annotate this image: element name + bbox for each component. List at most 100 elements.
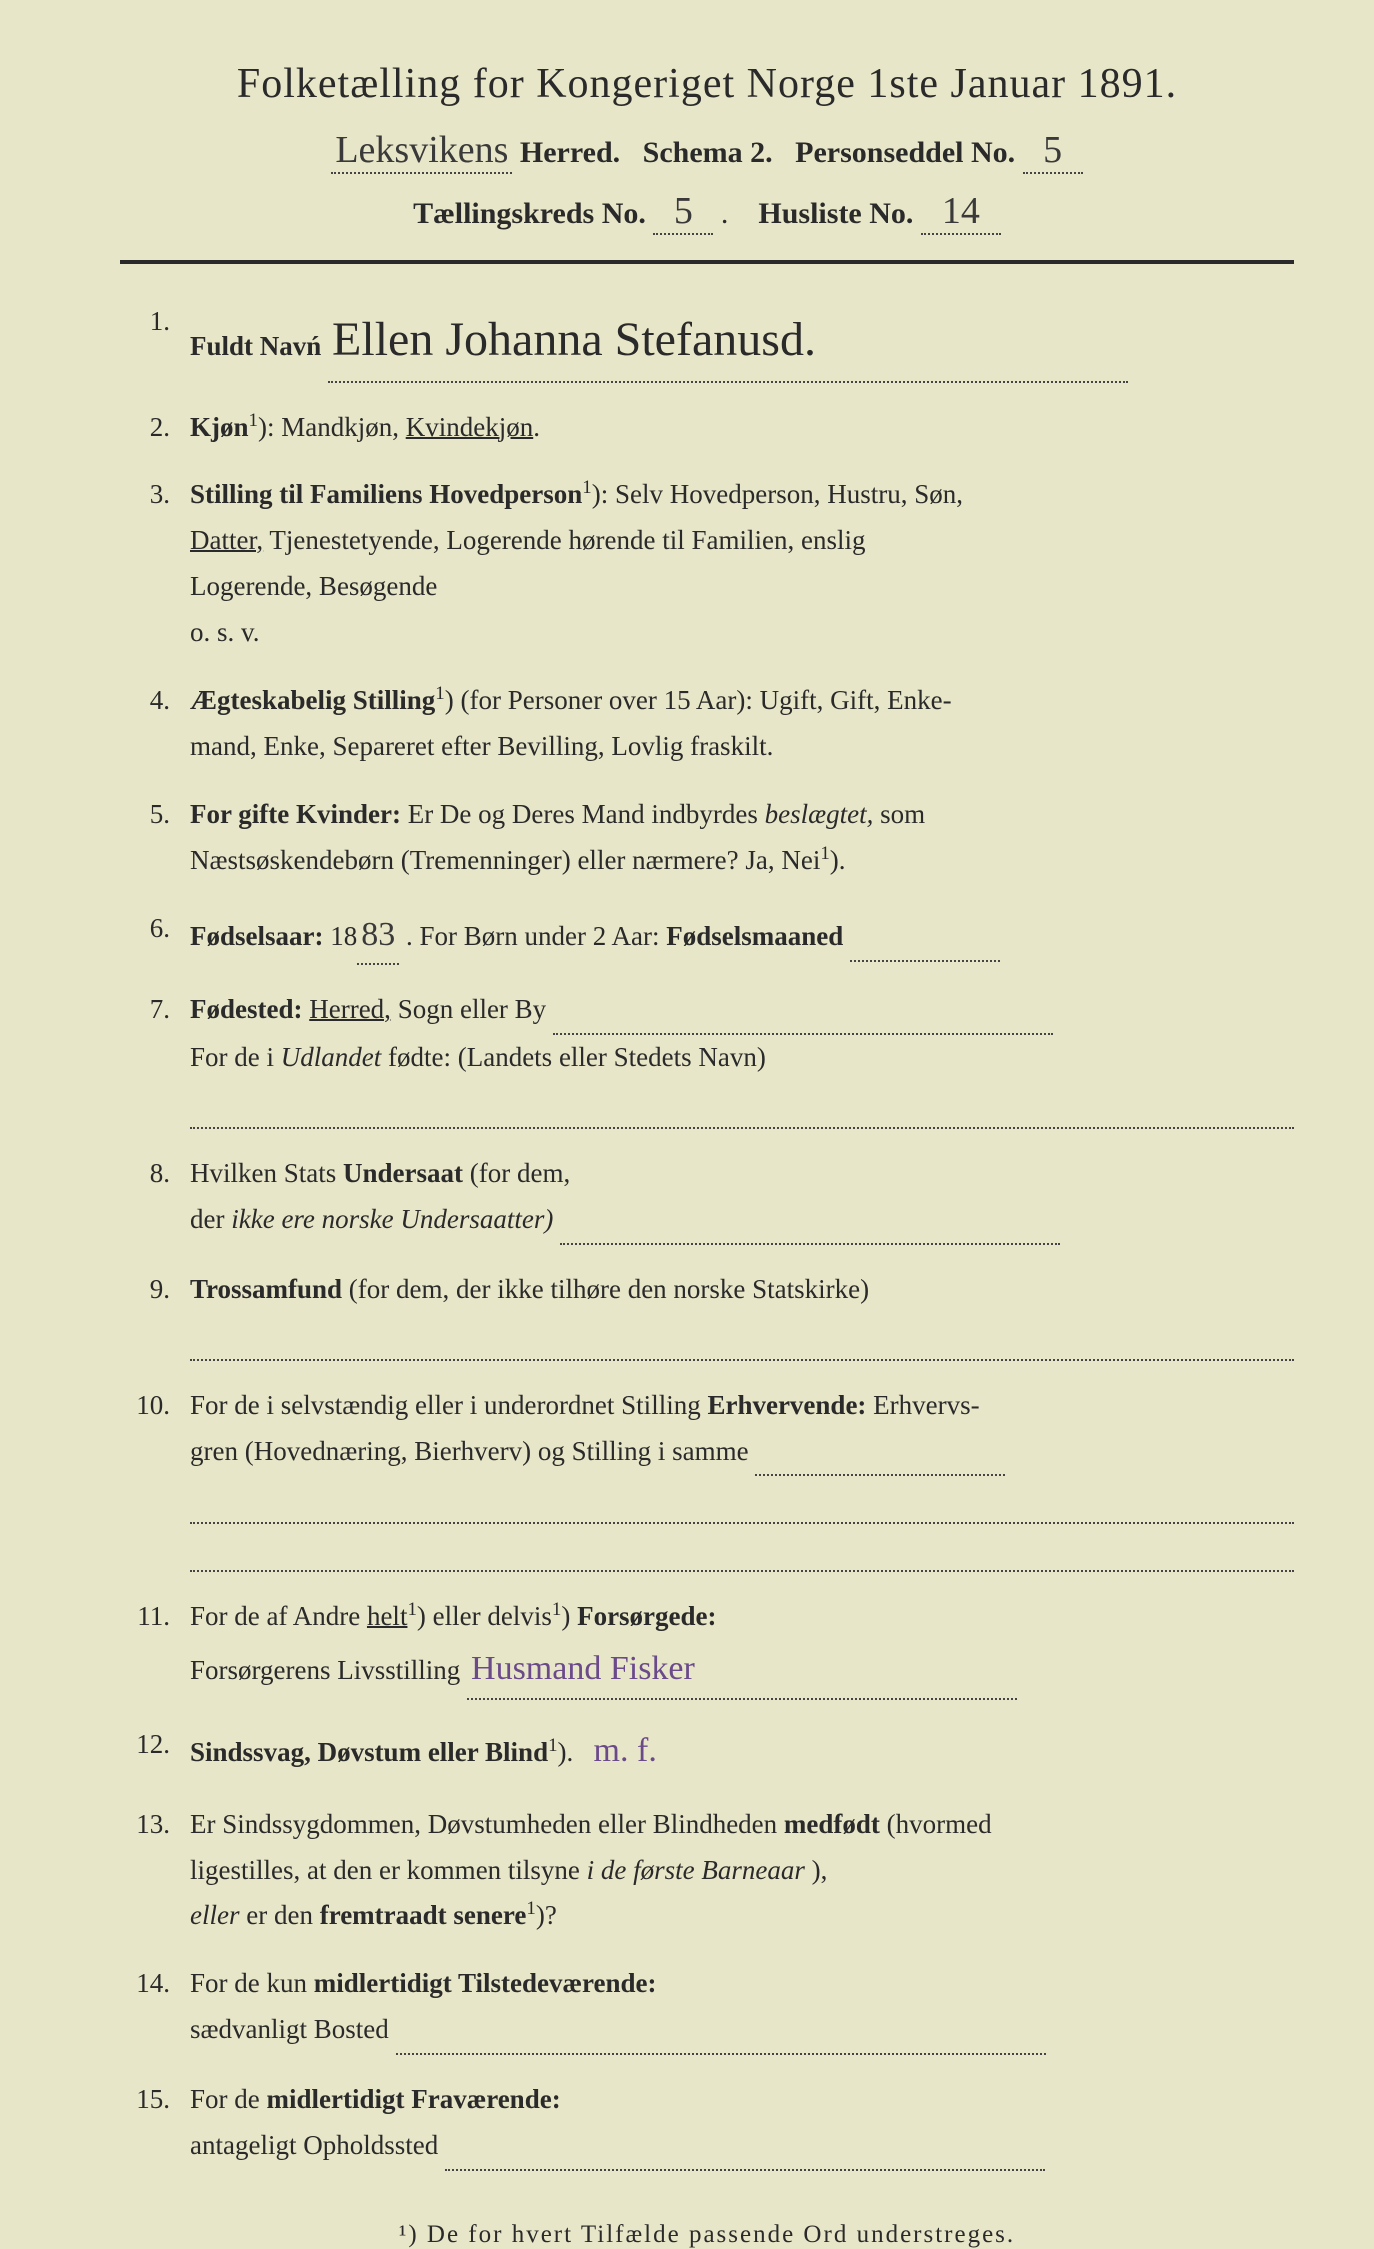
item-3-label: Stilling til Familiens Hovedperson — [190, 479, 582, 509]
footnote: ¹) De for hvert Tilfælde passende Ord un… — [120, 2221, 1294, 2249]
item-4-label: Ægteskabelig Stilling — [190, 685, 435, 715]
item-5-num: 5. — [120, 792, 190, 884]
item-9: 9. Trossamfund (for dem, der ikke tilhør… — [120, 1267, 1294, 1361]
item-11-line1a: For de af Andre — [190, 1601, 367, 1631]
item-11-line1b: eller delvis — [433, 1601, 552, 1631]
item-3-line1: Selv Hovedperson, Hustru, Søn, — [615, 479, 963, 509]
item-12-num: 12. — [120, 1722, 190, 1780]
item-6-num: 6. — [120, 906, 190, 966]
item-15-line2: antageligt Opholdssted — [190, 2130, 438, 2160]
item-6-bold2: Fødselsmaaned — [666, 921, 843, 951]
item-2-num: 2. — [120, 405, 190, 451]
item-10-line2: gren (Hovednæring, Bierhverv) og Stillin… — [190, 1436, 749, 1466]
item-3-num: 3. — [120, 472, 190, 656]
item-1: 1. Fuldt Navń Ellen Johanna Stefanusd. — [120, 299, 1294, 383]
item-3-line3: Logerende, Besøgende — [190, 571, 437, 601]
herred-row: Leksvikens Herred. Schema 2. Personsedde… — [120, 128, 1294, 174]
item-11-line1c: Forsørgede: — [577, 1601, 716, 1631]
item-5-label: For gifte Kvinder: — [190, 799, 401, 829]
item-7: 7. Fødested: Herred, Sogn eller By For d… — [120, 987, 1294, 1129]
item-14-line2: sædvanligt Bosted — [190, 2014, 389, 2044]
item-6: 6. Fødselsaar: 1883 . For Børn under 2 A… — [120, 906, 1294, 966]
item-10-num: 10. — [120, 1383, 190, 1573]
item-14-num: 14. — [120, 1961, 190, 2055]
item-7-herred: Herred, — [309, 994, 391, 1024]
personseddel-label: Personseddel No. — [795, 136, 1015, 169]
census-title: Folketælling for Kongeriget Norge 1ste J… — [120, 60, 1294, 108]
item-7-line2i: Udlandet — [281, 1042, 382, 1072]
item-4-line2: mand, Enke, Separeret efter Bevilling, L… — [190, 731, 773, 761]
item-11-num: 11. — [120, 1594, 190, 1700]
item-13-num: 13. — [120, 1802, 190, 1940]
item-4: 4. Ægteskabelig Stilling1) (for Personer… — [120, 678, 1294, 770]
item-10: 10. For de i selvstændig eller i underor… — [120, 1383, 1294, 1573]
item-1-value: Ellen Johanna Stefanusd. — [328, 299, 1128, 383]
item-13-line2i: i de første Barneaar — [587, 1855, 805, 1885]
item-8-line2i: ikke ere norske Undersaatter) — [231, 1204, 553, 1234]
item-7-opts2: Sogn eller By — [398, 994, 547, 1024]
item-13-line2a: ligestilles, at den er kommen tilsyne — [190, 1855, 587, 1885]
item-7-line2a: For de i — [190, 1042, 281, 1072]
item-13-line3c: fremtraadt senere — [320, 1900, 527, 1930]
item-5-line1: Er De og Deres Mand indbyrdes — [408, 799, 765, 829]
item-1-label: Fuldt Navń — [190, 331, 321, 361]
item-3-line2b: Tjenestetyende, Logerende hørende til Fa… — [263, 525, 865, 555]
item-14: 14. For de kun midlertidigt Tilstedevære… — [120, 1961, 1294, 2055]
item-8-line1c: (for dem, — [470, 1158, 570, 1188]
item-9-label: Trossamfund — [190, 1274, 342, 1304]
item-8-line1a: Hvilken Stats — [190, 1158, 343, 1188]
item-6-year: 83 — [357, 906, 399, 966]
item-6-prefix: 18 — [330, 921, 357, 951]
item-4-num: 4. — [120, 678, 190, 770]
item-15: 15. For de midlertidigt Fraværende: anta… — [120, 2077, 1294, 2171]
item-8-num: 8. — [120, 1151, 190, 1245]
item-13-line1c: (hvormed — [887, 1809, 992, 1839]
kreds-no: 5 — [653, 189, 713, 235]
herred-label: Herred. — [520, 136, 620, 169]
item-11: 11. For de af Andre helt1) eller delvis1… — [120, 1594, 1294, 1700]
item-13-line3b: er den — [246, 1900, 319, 1930]
item-5-line2: Næstsøskendebørn (Tremenninger) eller næ… — [190, 845, 820, 875]
item-8-line2a: der — [190, 1204, 231, 1234]
item-11-line2a: Forsørgerens Livsstilling — [190, 1655, 460, 1685]
item-12: 12. Sindssvag, Døvstum eller Blind1). m.… — [120, 1722, 1294, 1780]
item-15-num: 15. — [120, 2077, 190, 2171]
item-7-label: Fødested: — [190, 994, 302, 1024]
item-10-line1b: Erhvervende: — [707, 1390, 866, 1420]
kreds-label: Tællingskreds No. — [413, 197, 646, 230]
herred-handwritten: Leksvikens — [331, 128, 512, 174]
item-6-label: Fødselsaar: — [190, 921, 323, 951]
item-5: 5. For gifte Kvinder: Er De og Deres Man… — [120, 792, 1294, 884]
item-7-line2b: fødte: (Landets eller Stedets Navn) — [388, 1042, 766, 1072]
schema-label: Schema 2. — [643, 136, 773, 169]
item-3: 3. Stilling til Familiens Hovedperson1):… — [120, 472, 1294, 656]
item-2-underlined: Kvindekjøn — [406, 412, 534, 442]
item-8-line1b: Undersaat — [343, 1158, 463, 1188]
husliste-label: Husliste No. — [758, 197, 913, 230]
item-3-line4: o. s. v. — [190, 617, 260, 647]
item-6-rest: . For Børn under 2 Aar: — [406, 921, 666, 951]
item-13-line1b: medfødt — [784, 1809, 880, 1839]
item-2-label: Kjøn — [190, 412, 249, 442]
item-7-num: 7. — [120, 987, 190, 1129]
item-10-line1c: Erhvervs- — [873, 1390, 979, 1420]
item-2: 2. Kjøn1): Mandkjøn, Kvindekjøn. — [120, 405, 1294, 451]
item-10-line1a: For de i selvstændig eller i underordnet… — [190, 1390, 707, 1420]
item-13-line3a: eller — [190, 1900, 239, 1930]
item-12-value: m. f. — [594, 1732, 657, 1769]
personseddel-no: 5 — [1023, 128, 1083, 174]
item-13: 13. Er Sindssygdommen, Døvstumheden elle… — [120, 1802, 1294, 1940]
item-5-line1i: beslægtet, — [765, 799, 874, 829]
divider — [120, 260, 1294, 264]
kreds-row: Tællingskreds No. 5 . Husliste No. 14 — [120, 189, 1294, 235]
item-4-line1: (for Personer over 15 Aar): Ugift, Gift,… — [460, 685, 951, 715]
item-5-line1b: som — [880, 799, 925, 829]
item-11-helt: helt — [367, 1601, 408, 1631]
item-13-line2b: ), — [812, 1855, 828, 1885]
husliste-no: 14 — [921, 189, 1001, 235]
item-9-num: 9. — [120, 1267, 190, 1361]
item-13-line1a: Er Sindssygdommen, Døvstumheden eller Bl… — [190, 1809, 784, 1839]
item-12-label: Sindssvag, Døvstum eller Blind — [190, 1737, 548, 1767]
item-11-value: Husmand Fisker — [467, 1640, 1017, 1700]
item-9-rest: (for dem, der ikke tilhøre den norske St… — [349, 1274, 869, 1304]
